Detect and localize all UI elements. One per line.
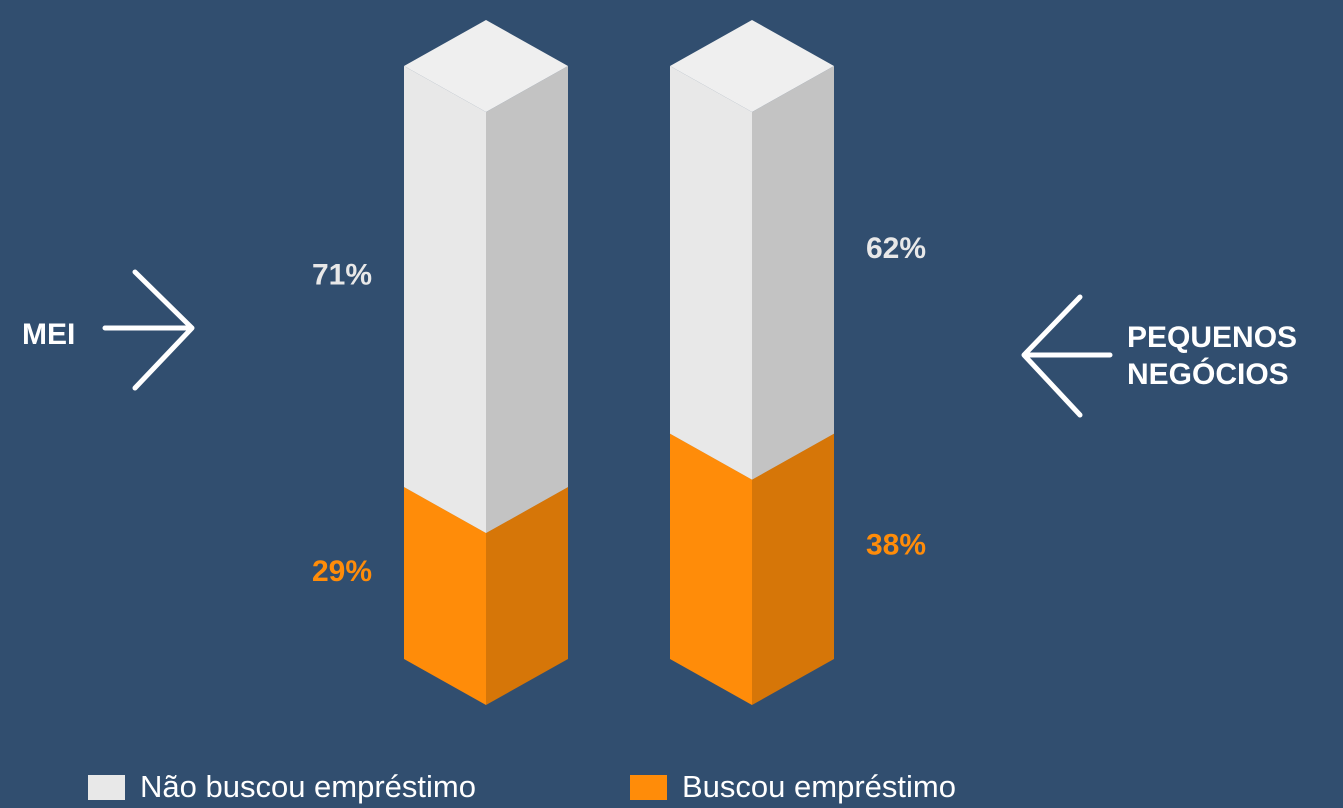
bar-face-right [486,487,568,705]
value-label: 62% [866,232,926,265]
bar-top [404,20,568,112]
legend-swatch [88,775,125,800]
bar-face-left [670,66,752,480]
bar-face-right [752,66,834,480]
legend-label: Não buscou empréstimo [140,769,476,804]
arrow-left [1021,294,1113,418]
category-label: PEQUENOS NEGÓCIOS [1127,321,1298,391]
category-label: MEI [22,318,76,351]
bar-face-left [670,433,752,705]
legend-label: Buscou empréstimo [682,769,956,804]
arrows [102,269,1113,418]
bar-face-left [404,66,486,534]
arrow-right [102,269,195,391]
bar-face-right [486,66,568,534]
value-label: 29% [312,555,372,588]
bar-face-right [752,433,834,705]
bar-face-left [404,487,486,705]
value-label: 71% [312,258,372,291]
legend-swatch [630,775,667,800]
bar-top [670,20,834,112]
value-label: 38% [866,528,926,561]
